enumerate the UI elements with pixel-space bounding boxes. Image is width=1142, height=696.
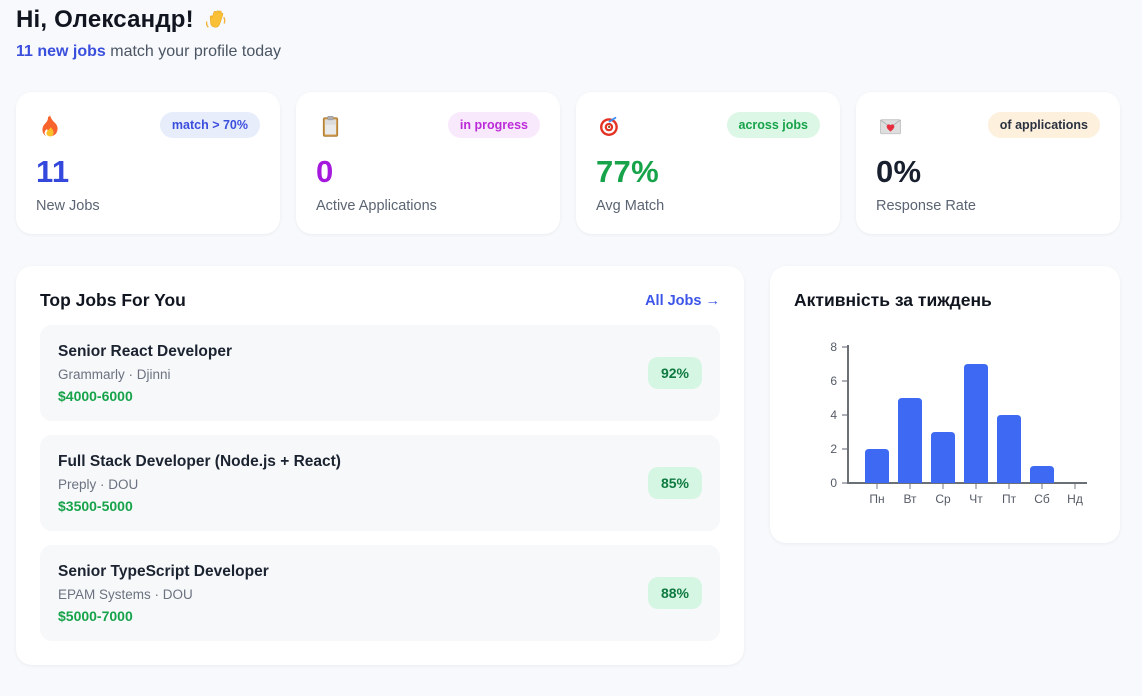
job-match-badge: 92% [647,357,702,389]
stat-value-avg-match: 77% [596,154,659,189]
svg-text:Вт: Вт [903,492,917,506]
job-salary: $3500-5000 [58,497,133,514]
svg-text:Пт: Пт [1002,492,1017,506]
job-company: Preply · DOU [58,476,139,492]
job-title: Full Stack Developer (Node.js + React) [58,452,341,470]
target-icon [596,112,624,140]
stat-value-response-rate: 0% [876,154,922,189]
clipboard-icon [316,112,344,140]
stat-card-top: of applications [876,112,1100,140]
stat-badge: of applications [987,112,1100,138]
job-title: Senior React Developer [58,342,233,360]
stat-card-response-rate: of applications 0% Response Rate [856,92,1120,234]
stat-badge: match > 70% [159,112,260,138]
stat-label: New Jobs [36,198,100,214]
subtitle-rest: match your profile today [105,43,282,60]
svg-text:Нд: Нд [1067,492,1083,506]
stat-label: Response Rate [876,198,976,214]
weekly-activity-chart: 0 2 4 6 8 Пн Вт Ср Чт Пт Сб Нд [830,340,1087,506]
stat-value-new-jobs: 11 [36,154,70,189]
greeting-title: Hi, Олександр! [16,6,194,33]
stat-card-top: across jobs [596,112,820,140]
stat-card-new-jobs: match > 70% 11 New Jobs [16,92,280,234]
stat-label: Active Applications [316,198,437,214]
stats-row: match > 70% 11 New Jobs in progress 0 Ac… [16,92,1120,234]
stat-badge: across jobs [726,112,820,138]
job-company: Grammarly · Djinni [58,366,171,382]
job-company: EPAM Systems · DOU [58,586,193,602]
waving-hand-icon [204,7,230,33]
all-jobs-link[interactable]: All Jobs → [645,292,720,309]
stat-card-top: match > 70% [36,112,260,140]
stat-card-active-applications: in progress 0 Active Applications [296,92,560,234]
job-match-badge: 85% [647,467,702,499]
weekly-activity-panel: Активність за тиждень 0 2 4 6 8 Пн Вт Ср Чт Пт Сб Н… [770,266,1120,543]
job-match-badge: 88% [647,577,702,609]
stat-card-top: in progress [316,112,540,140]
dashboard-page: Hi, Олександр! 11 new jobs match your pr… [16,6,1120,665]
svg-text:Чт: Чт [969,492,983,506]
main-area: Top Jobs For You All Jobs → Senior React… [16,266,1120,665]
weekly-activity-title: Активність за тиждень [794,290,992,310]
svg-text:0: 0 [830,476,837,490]
stat-value-active-applications: 0 [316,154,334,189]
stat-badge: in progress [447,112,540,138]
top-jobs-panel: Top Jobs For You All Jobs → Senior React… [16,266,744,665]
job-title: Senior TypeScript Developer [58,562,269,580]
job-salary: $5000-7000 [58,607,133,624]
job-info: Senior TypeScript Developer EPAM Systems… [58,563,269,624]
svg-text:Пн: Пн [869,492,884,506]
love-letter-icon [876,112,904,140]
svg-text:Сб: Сб [1034,492,1050,506]
job-row-full-stack-developer[interactable]: Full Stack Developer (Node.js + React) P… [40,435,720,531]
svg-text:6: 6 [830,374,837,388]
stat-label: Avg Match [596,198,665,214]
job-row-senior-react-developer[interactable]: Senior React Developer Grammarly · Djinn… [40,325,720,421]
svg-text:Ср: Ср [935,492,951,506]
fire-icon [36,112,64,140]
top-jobs-header: Top Jobs For You All Jobs → [40,290,720,311]
job-info: Full Stack Developer (Node.js + React) P… [58,453,341,514]
svg-text:2: 2 [830,442,837,456]
subtitle: 11 new jobs match your profile today [16,43,1120,61]
job-row-senior-typescript-developer[interactable]: Senior TypeScript Developer EPAM Systems… [40,545,720,641]
stat-card-avg-match: across jobs 77% Avg Match [576,92,840,234]
svg-text:4: 4 [830,408,837,422]
svg-text:8: 8 [830,340,837,354]
top-jobs-title: Top Jobs For You [40,290,186,310]
job-info: Senior React Developer Grammarly · Djinn… [58,343,232,404]
page-header: Hi, Олександр! [16,6,1120,34]
job-salary: $4000-6000 [58,387,133,404]
new-jobs-highlight: 11 new jobs [16,43,106,60]
